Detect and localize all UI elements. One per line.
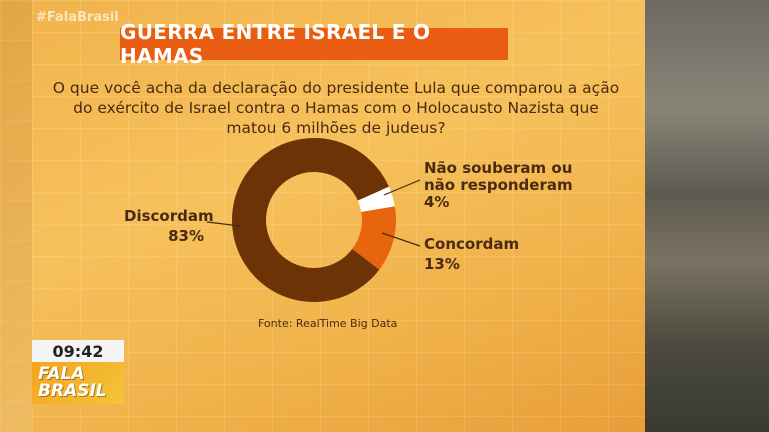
fala-brasil-logo	[32, 362, 124, 404]
label-nao-souberam: Não souberam ou não responderam 4%	[424, 160, 584, 211]
leader-line-concordam	[381, 232, 421, 247]
logo-text-line1: FALA	[38, 364, 85, 384]
label-discordam-name: Discordam	[124, 207, 214, 225]
label-discordam-value: 83%	[168, 227, 204, 245]
leader-line-discordam	[206, 221, 241, 227]
logo-text-line2: BRASIL	[38, 381, 107, 401]
hashtag-watermark: #FalaBrasil	[36, 10, 119, 25]
label-discordam: Discordam 83%	[124, 206, 214, 246]
slice-nao	[357, 186, 395, 212]
graphic-panel	[32, 0, 645, 432]
panel-grid	[32, 0, 645, 432]
label-concordam: Concordam 13%	[424, 234, 544, 274]
title-text: GUERRA ENTRE ISRAEL E O HAMAS	[120, 20, 431, 68]
label-concordam-name: Concordam	[424, 235, 520, 253]
slice-concordam	[352, 206, 396, 270]
poll-question: O que você acha da declaração do preside…	[52, 79, 620, 137]
title-banner: GUERRA ENTRE ISRAEL E O HAMAS	[120, 20, 508, 68]
background-photo	[645, 0, 769, 432]
leader-line-nao-souberam	[383, 179, 421, 196]
source-note: Fonte: RealTime Big Data	[258, 317, 398, 330]
label-nao-souberam-line1: Não souberam ou	[424, 159, 573, 177]
slice-discordam	[232, 138, 389, 303]
label-nao-souberam-value: 4%	[424, 193, 450, 211]
label-nao-souberam-line2: não responderam	[424, 176, 573, 194]
label-concordam-value: 13%	[424, 255, 460, 273]
clock: 09:42	[32, 340, 124, 362]
